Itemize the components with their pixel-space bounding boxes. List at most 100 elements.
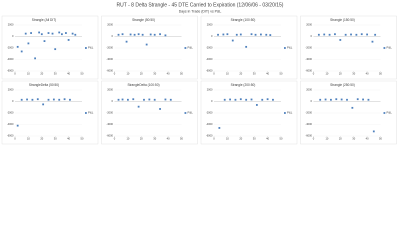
y-tick-label: -4000 <box>106 57 113 61</box>
point <box>132 98 135 101</box>
point <box>319 98 322 101</box>
x-tick-label: 40 <box>67 137 70 141</box>
x-tick-label: 40 <box>266 72 269 76</box>
chart-grid: RUT - 8 Delta Strangle - 45 DTE Carried … <box>1 2 397 145</box>
point <box>372 130 375 133</box>
legend-marker <box>184 47 187 49</box>
x-tick-label: 50 <box>180 72 183 76</box>
point <box>344 33 347 36</box>
y-tick-label: -4000 <box>305 57 312 61</box>
y-tick-label: -2000 <box>106 111 113 115</box>
legend-label: P&L <box>287 111 293 115</box>
point <box>121 98 124 101</box>
y-tick-label: 0 <box>12 99 14 103</box>
point <box>58 31 61 34</box>
y-tick-label: 0 <box>112 99 114 103</box>
y-tick-label: -6000 <box>7 134 14 138</box>
panel-title: Strangle (50:50) <box>132 18 155 22</box>
point <box>159 108 161 110</box>
point <box>74 33 77 36</box>
x-tick-label: 40 <box>366 137 369 141</box>
point <box>20 50 23 53</box>
panel-title: Strangle (100:50) <box>231 18 256 22</box>
x-tick-label: 0 <box>313 72 315 76</box>
y-tick-label: -6000 <box>305 134 312 138</box>
panel-title: Strangle (150:50) <box>330 18 355 22</box>
y-tick-label: 0 <box>12 34 14 38</box>
x-tick-label: 0 <box>114 72 116 76</box>
y-tick-label: -6000 <box>305 69 312 73</box>
x-tick-label: 0 <box>213 72 215 76</box>
x-tick-label: 0 <box>313 137 315 141</box>
x-tick-label: 20 <box>40 72 43 76</box>
point <box>129 33 132 36</box>
point <box>51 32 54 35</box>
point <box>137 105 140 108</box>
x-tick-label: 40 <box>266 137 269 141</box>
point <box>30 32 32 34</box>
point <box>67 39 70 41</box>
legend-label: P&L <box>88 111 94 115</box>
x-tick-label: 0 <box>14 72 16 76</box>
y-tick-label: 2000 <box>207 88 213 92</box>
point <box>127 98 129 101</box>
x-tick-label: 10 <box>27 72 30 76</box>
point <box>54 48 57 51</box>
point <box>169 98 172 101</box>
point <box>145 43 148 46</box>
panel <box>200 15 298 80</box>
legend-label: P&L <box>387 111 393 115</box>
y-tick-label: -6000 <box>106 134 113 138</box>
point <box>234 98 237 101</box>
page-title: RUT - 8 Delta Strangle - 45 DTE Carried … <box>117 2 284 8</box>
point <box>69 98 71 101</box>
legend-marker <box>184 112 187 114</box>
point <box>374 33 377 36</box>
point <box>133 33 136 36</box>
panel-title: Strangle (All DIT) <box>32 18 56 22</box>
x-tick-label: 20 <box>239 72 242 76</box>
point <box>255 104 258 106</box>
x-tick-label: 10 <box>126 72 129 76</box>
y-tick-label: 0 <box>211 34 213 38</box>
y-tick-label: 2000 <box>107 23 113 27</box>
y-tick-label: 2000 <box>306 23 312 27</box>
y-tick-label: 2000 <box>107 88 113 92</box>
point <box>239 33 242 36</box>
panel-title: StrangleDelta (50:50) <box>29 83 59 87</box>
point <box>339 39 342 41</box>
x-tick-label: 40 <box>167 137 170 141</box>
x-tick-label: 30 <box>54 137 57 141</box>
x-tick-label: 0 <box>213 137 215 141</box>
x-tick-label: 10 <box>325 72 328 76</box>
x-tick-label: 0 <box>14 137 16 141</box>
point <box>366 33 368 36</box>
x-tick-label: 40 <box>366 72 369 76</box>
y-tick-label: -2000 <box>7 111 14 115</box>
y-tick-label: -6000 <box>206 69 213 73</box>
legend-label: P&L <box>287 46 293 50</box>
x-tick-label: 50 <box>280 137 283 141</box>
point <box>335 98 338 101</box>
y-tick-label: -6000 <box>106 69 113 73</box>
legend-marker <box>284 47 286 49</box>
point <box>250 98 253 101</box>
x-tick-label: 40 <box>167 72 170 76</box>
y-tick-label: 2000 <box>8 88 14 92</box>
x-tick-label: 50 <box>280 72 283 76</box>
y-tick-label: -4000 <box>7 122 14 126</box>
x-tick-label: 10 <box>126 137 129 141</box>
point <box>360 33 363 36</box>
point <box>346 98 348 101</box>
point <box>350 33 352 36</box>
point <box>149 33 152 36</box>
point <box>117 33 120 36</box>
x-tick-label: 10 <box>226 72 229 76</box>
point <box>58 98 61 101</box>
x-tick-label: 10 <box>27 137 30 141</box>
x-tick-label: 10 <box>325 137 328 141</box>
point <box>36 98 39 101</box>
x-tick-label: 30 <box>153 72 156 76</box>
legend-label: P&L <box>188 46 194 50</box>
legend-marker <box>284 112 286 114</box>
